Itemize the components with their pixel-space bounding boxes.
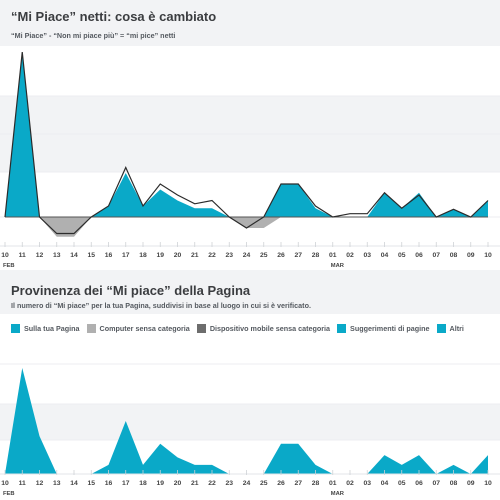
chart2-legend-item-suggerimenti-di-pagine[interactable]: Suggerimenti di pagine [337,324,430,333]
chart2-header [0,270,500,314]
chart1-x-tick-label: 04 [381,252,389,259]
chart1-grid-band [0,52,500,96]
chart2-x-tick-label: 21 [191,480,199,487]
chart2-x-tick-label: 11 [19,480,26,487]
chart1-x-tick-label: 28 [312,252,320,259]
chart2-legend-swatch [196,324,206,333]
chart2-x-tick-label: 19 [156,480,164,487]
chart2-x-tick-label: 27 [294,480,302,487]
chart1-x-tick-label: 15 [87,252,95,259]
chart1-x-tick-label: 23 [225,252,233,259]
chart2-x-tick-label: 15 [87,480,95,487]
chart2-x-tick-label: 25 [260,480,268,487]
chart1-x-tick-label: 13 [53,252,61,259]
chart1-subtitle: “Mi Piace” - “Non mi piace più” = “mi pi… [11,31,176,40]
chart2-legend-swatch [86,324,96,333]
chart2-x-tick-label: 23 [225,480,233,487]
chart2-x-tick-label: 17 [122,480,130,487]
chart2-legend-item-computer-sensa-categoria[interactable]: Computer sensa categoria [86,324,190,333]
chart1-x-tick-label: 07 [432,252,440,259]
chart2-legend-item-dispositivo-mobile-sensa-categoria[interactable]: Dispositivo mobile sensa categoria [196,324,331,333]
chart2-x-tick-label: 14 [70,480,78,487]
chart1-x-tick-label: 06 [415,252,423,259]
chart1-x-tick-label: 26 [277,252,285,259]
chart2-legend-item-sulla-tua-pagina[interactable]: Sulla tua Pagina [11,324,80,333]
chart1-x-tick-label: 01 [329,252,337,259]
chart1-x-tick-label: 19 [156,252,164,259]
chart1-x-tick-label: 10 [1,252,9,259]
chart1-x-tick-label: 20 [174,252,182,259]
chart2-x-tick-label: 08 [450,480,458,487]
chart2-x-tick-label: 16 [105,480,113,487]
chart2-legend-swatch [337,324,347,333]
chart1-x-tick-label: 22 [208,252,216,259]
chart2-x-tick-label: 18 [139,480,147,487]
chart2-legend-swatch [436,324,446,333]
chart1-x-tick-label: 21 [191,252,199,259]
chart1-x-tick-label: 25 [260,252,268,259]
chart2-month-label: FEB [3,491,15,497]
chart1-x-tick-label: 12 [36,252,44,259]
chart2-subtitle: Il numero di “Mi piace” per la tua Pagin… [11,301,311,310]
chart2-grid-band [0,404,500,440]
chart1-x-tick-label: 18 [139,252,147,259]
chart2-x-tick-label: 05 [398,480,406,487]
chart2-series-page-area [5,368,488,474]
chart2-x-tick-label: 13 [53,480,61,487]
chart2-legend-item-altri[interactable]: Altri [436,324,464,333]
chart2-plot: 10 11 12 13 14 15 16 17 18 19 20 21 22 23 24 25 26 27 28 01… [0,363,500,497]
chart2-legend-label: Computer sensa categoria [99,324,190,333]
chart1-x-tick-label: 10 [484,252,492,259]
chart2-legend: Sulla tua Pagina Computer sensa categoria… [11,324,471,333]
chart1-plot: 10 11 12 13 14 15 16 17 18 19 20 21 22 23 24 25 26 27 28 01… [0,51,500,269]
chart2-x-tick-label: 22 [208,480,216,487]
chart2-x-tick-label: 12 [36,480,44,487]
chart2-x-tick-label: 10 [484,480,492,487]
chart2-x-tick-label: 03 [363,480,371,487]
chart2-legend-label: Dispositivo mobile sensa categoria [209,324,331,333]
chart2-x-tick-label: 28 [312,480,320,487]
chart1-x-tick-label: 27 [294,252,302,259]
chart2-x-tick-label: 10 [1,480,9,487]
chart2-legend-label: Sulla tua Pagina [24,324,80,333]
chart2-x-tick-label: 24 [243,480,251,487]
chart2-x-tick-label: 04 [381,480,389,487]
chart2-legend-label: Altri [449,324,464,333]
chart1-header [0,0,500,46]
chart1-x-tick-label: 05 [398,252,406,259]
chart1-month-label: MAR [331,263,345,269]
chart2-title: Provinenza dei “Mi piace” della Pagina [11,283,251,298]
chart2-legend-label: Suggerimenti di pagine [350,324,430,333]
chart1-month-label: FEB [3,263,15,269]
chart2-legend-swatch [11,324,20,333]
chart1-x-tick-label: 17 [122,252,130,259]
chart2-x-tick-label: 06 [415,480,423,487]
chart1-x-tick-label: 09 [467,252,475,259]
chart2-x-tick-label: 26 [277,480,285,487]
chart2-x-tick-label: 20 [174,480,182,487]
chart1-title: “Mi Piace” netti: cosa è cambiato [11,9,217,24]
chart1-x-tick-label: 02 [346,252,354,259]
chart1-x-tick-label: 16 [105,252,113,259]
chart1-x-tick-label: 24 [243,252,251,259]
chart1-series-unlikes-area [5,217,488,237]
chart2-x-tick-label: 07 [432,480,440,487]
chart1-x-tick-label: 11 [19,252,26,259]
chart1-series-likes-area [5,52,488,217]
chart2-x-tick-label: 01 [329,480,337,487]
chart1-x-tick-label: 14 [70,252,78,259]
chart2-grid-band [0,364,500,404]
chart2-x-tick-label: 02 [346,480,354,487]
chart2-x-tick-label: 09 [467,480,475,487]
chart1-x-tick-label: 03 [363,252,371,259]
chart2-month-label: MAR [331,491,345,497]
chart1-x-tick-label: 08 [450,252,458,259]
